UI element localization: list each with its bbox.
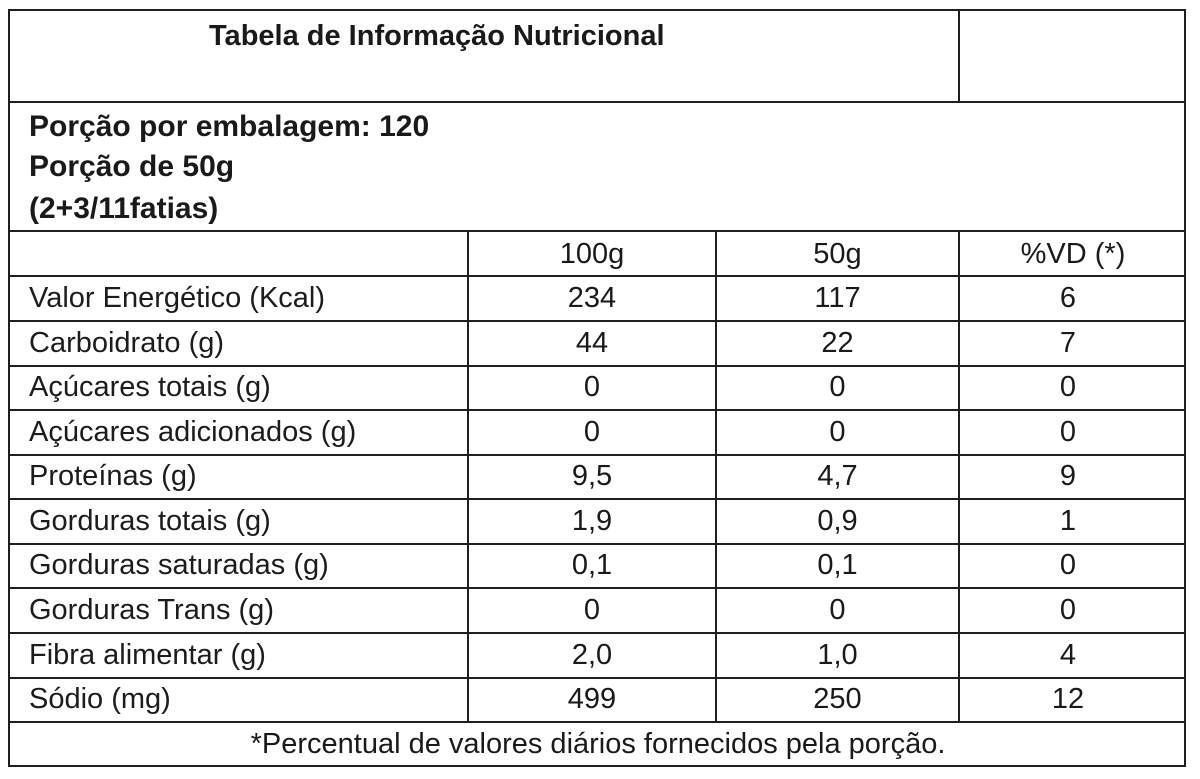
row-line [9,275,1185,277]
nutrient-name: Proteínas (g) [29,460,197,492]
title-row-border [9,101,1185,103]
value-100g: 0,1 [571,549,613,581]
serving-slices: (2+3/11fatias) [29,192,219,225]
value-100g: 0 [583,594,601,626]
column-header-vd: %VD (*) [1020,238,1126,270]
value-50g: 0 [829,594,846,626]
nutrient-name: Gorduras saturadas (g) [29,549,329,581]
serving-info-border [9,230,1185,232]
nutrient-name: Sódio (mg) [29,683,171,715]
nutrient-name: Valor Energético (Kcal) [29,282,326,314]
nutrient-name: Açúcares totais (g) [29,371,271,403]
value-50g: 0 [829,371,846,403]
value-vd: 1 [1059,505,1077,537]
value-vd: 7 [1059,327,1077,359]
value-vd: 9 [1059,460,1077,492]
value-50g: 117 [814,282,861,314]
value-vd: 0 [1059,549,1077,581]
value-100g: 9,5 [571,460,613,492]
serving-size: Porção de 50g [29,150,235,183]
column-header-50g: 50g [813,238,862,270]
row-line [9,454,1185,456]
column-line [958,231,960,722]
row-line [9,721,1185,723]
nutrient-name: Fibra alimentar (g) [29,639,266,671]
row-line [9,677,1185,679]
column-line [715,231,717,722]
column-header-100g: 100g [559,238,625,270]
column-line [467,231,469,722]
value-50g: 1,0 [817,639,858,671]
servings-per-package: Porção por embalagem: 120 [29,110,430,143]
value-100g: 1,9 [571,505,613,537]
row-line [9,365,1185,367]
value-50g: 4,7 [817,460,858,492]
value-vd: 4 [1059,639,1077,671]
footnote: *Percentual de valores diários fornecido… [250,728,946,760]
nutrient-name: Açúcares adicionados (g) [29,416,357,448]
nutrition-table [8,9,1186,767]
row-line [9,587,1185,589]
value-vd: 12 [1051,683,1085,715]
value-vd: 0 [1059,416,1077,448]
row-line [9,320,1185,322]
nutrient-name: Carboidrato (g) [29,327,225,359]
value-100g: 0 [583,416,601,448]
table-title: Tabela de Informação Nutricional [209,20,665,52]
value-100g: 499 [567,683,617,715]
title-cell-divider [958,10,960,102]
nutrient-name: Gorduras Trans (g) [29,594,274,626]
value-100g: 44 [575,327,609,359]
row-line [9,498,1185,500]
value-100g: 2,0 [571,639,613,671]
value-50g: 0,9 [817,505,858,537]
value-50g: 250 [813,683,862,715]
value-vd: 6 [1059,282,1077,314]
value-100g: 234 [567,282,617,314]
value-50g: 22 [821,327,854,359]
value-50g: 0 [829,416,846,448]
value-50g: 0,1 [817,549,858,581]
value-vd: 0 [1059,594,1077,626]
row-line [9,632,1185,634]
value-100g: 0 [583,371,601,403]
nutrient-name: Gorduras totais (g) [29,505,271,537]
value-vd: 0 [1059,371,1077,403]
row-line [9,543,1185,545]
row-line [9,409,1185,411]
